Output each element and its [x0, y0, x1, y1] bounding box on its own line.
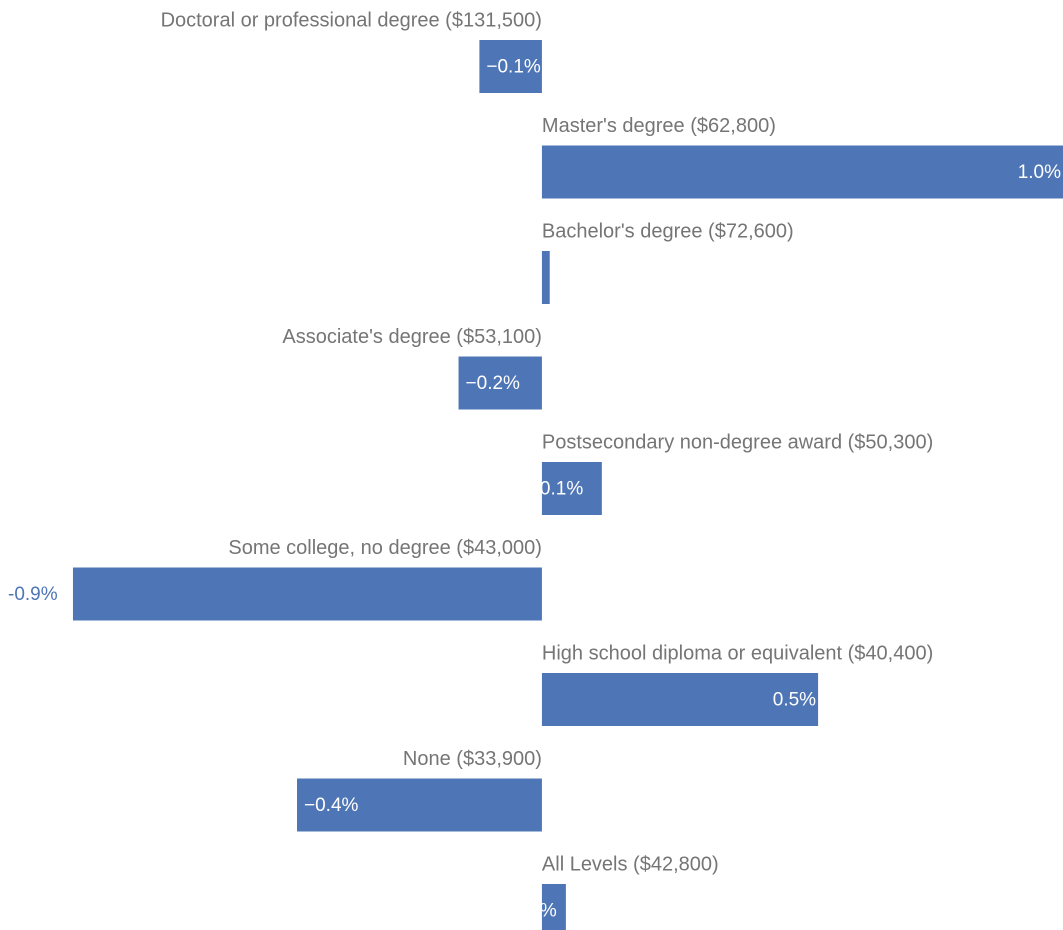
value-label: -0.9%	[8, 584, 58, 605]
category-label: Master's degree ($62,800)	[542, 115, 776, 137]
category-label: None ($33,900)	[403, 748, 542, 770]
bar	[479, 40, 542, 93]
value-label: 0.5%	[773, 690, 816, 711]
category-label: High school diploma or equivalent ($40,4…	[542, 642, 933, 664]
bar	[541, 251, 550, 304]
category-label: Associate's degree ($53,100)	[282, 326, 542, 348]
category-label: Bachelor's degree ($72,600)	[542, 220, 794, 242]
bar	[72, 567, 542, 621]
bar	[541, 673, 819, 726]
value-label: 1.0%	[1018, 162, 1061, 183]
bar	[541, 884, 566, 930]
category-label: Some college, no degree ($43,000)	[228, 537, 542, 559]
category-label: All Levels ($42,800)	[542, 853, 719, 875]
bar	[458, 356, 542, 410]
bar	[541, 462, 602, 515]
category-label: Doctoral or professional degree ($131,50…	[161, 9, 542, 31]
value-label: −0.4%	[304, 795, 359, 816]
value-label: %	[540, 901, 557, 922]
bar	[297, 778, 542, 832]
value-label: 0.1%	[540, 479, 583, 500]
bar	[541, 145, 1063, 199]
category-label: Postsecondary non-degree award ($50,300)	[542, 431, 933, 453]
value-label: −0.2%	[466, 373, 521, 394]
value-label: −0.1%	[486, 57, 541, 78]
